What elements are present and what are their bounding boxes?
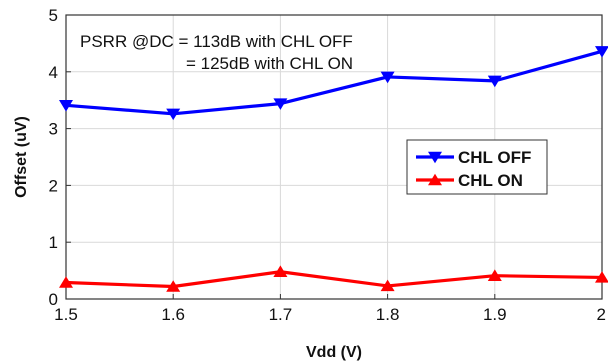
annotation-line-1: PSRR @DC = 113dB with CHL OFF xyxy=(80,32,353,51)
data-point-chl-on xyxy=(595,271,608,283)
x-tick-label: 1.8 xyxy=(376,305,400,324)
y-axis-label: Offset (uV) xyxy=(13,116,30,198)
x-tick-label: 1.5 xyxy=(54,305,78,324)
x-tick-label: 2 xyxy=(597,305,606,324)
data-point-chl-on xyxy=(166,280,181,292)
data-point-chl-on xyxy=(380,279,395,292)
x-axis-ticks: 1.5 1.6 1.7 1.8 1.9 2 xyxy=(54,294,606,324)
y-tick-label: 2 xyxy=(49,176,58,195)
data-point-chl-off xyxy=(380,71,395,84)
y-tick-label: 1 xyxy=(49,233,58,252)
data-point-chl-on xyxy=(59,276,73,288)
y-axis-ticks: 0 1 2 3 4 5 xyxy=(49,6,71,309)
y-tick-label: 5 xyxy=(49,6,58,25)
data-point-chl-on xyxy=(273,265,288,277)
data-point-chl-off xyxy=(273,98,288,110)
y-tick-label: 3 xyxy=(49,120,58,139)
data-point-chl-on xyxy=(487,269,502,281)
legend-label-chl-on: CHL ON xyxy=(458,171,523,190)
annotation-line-2: = 125dB with CHL ON xyxy=(186,54,353,73)
x-tick-label: 1.6 xyxy=(161,305,185,324)
series-layer xyxy=(59,46,608,292)
series-line-chl-on xyxy=(65,270,603,289)
data-point-chl-off xyxy=(595,46,608,58)
legend-items xyxy=(416,151,454,186)
y-tick-label: 4 xyxy=(49,63,58,82)
x-tick-label: 1.7 xyxy=(269,305,293,324)
legend: CHL OFF CHL ON xyxy=(406,139,548,195)
legend-marker-chl-on xyxy=(428,173,442,186)
x-tick-label: 1.9 xyxy=(483,305,507,324)
legend-label-chl-off: CHL OFF xyxy=(458,148,531,167)
x-axis-label: Vdd (V) xyxy=(306,344,362,361)
plot-frame xyxy=(65,14,603,300)
series-line-chl-off xyxy=(65,49,603,116)
y-tick-label: 0 xyxy=(49,290,58,309)
data-point-chl-off xyxy=(166,108,181,121)
legend-marker-chl-off xyxy=(428,151,442,164)
data-point-chl-off xyxy=(59,100,73,112)
data-point-chl-off xyxy=(487,75,502,88)
